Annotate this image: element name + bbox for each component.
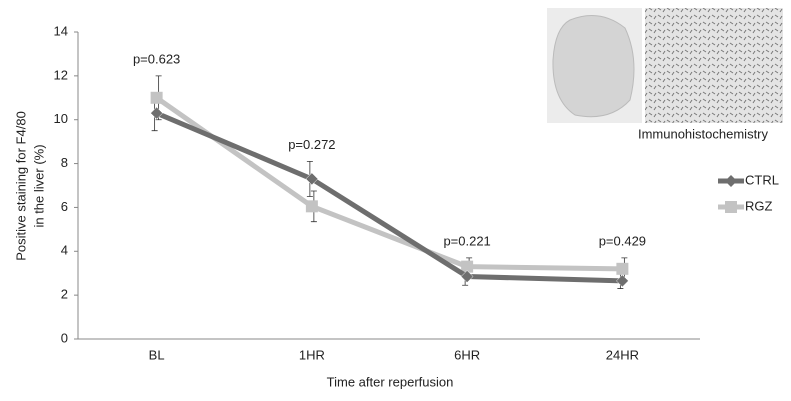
page: Immunohistochemistry Positive staining f… bbox=[0, 0, 791, 401]
y-tick-label: 14 bbox=[54, 23, 68, 38]
series-line bbox=[157, 98, 623, 269]
marker bbox=[151, 92, 163, 104]
y-tick-label: 12 bbox=[54, 67, 68, 82]
x-axis-label: Time after reperfusion bbox=[327, 374, 454, 389]
p-value-annotation: p=0.429 bbox=[599, 233, 646, 248]
y-axis-label: in the liver (%) bbox=[31, 144, 46, 227]
y-axis-label: Positive staining for F4/80 bbox=[13, 111, 28, 261]
y-tick-label: 6 bbox=[61, 199, 68, 214]
legend-marker bbox=[725, 175, 737, 187]
image-caption: Immunohistochemistry bbox=[638, 126, 769, 141]
image-panel bbox=[645, 8, 783, 123]
y-tick-label: 2 bbox=[61, 287, 68, 302]
p-value-annotation: p=0.221 bbox=[443, 233, 490, 248]
y-tick-label: 8 bbox=[61, 155, 68, 170]
x-tick-label: 6HR bbox=[454, 347, 480, 362]
x-tick-label: 1HR bbox=[299, 347, 325, 362]
p-value-annotation: p=0.272 bbox=[288, 137, 335, 152]
x-tick-label: BL bbox=[149, 347, 165, 362]
y-tick-label: 0 bbox=[61, 330, 68, 345]
marker bbox=[306, 200, 318, 212]
legend-label: CTRL bbox=[745, 172, 779, 187]
x-tick-label: 24HR bbox=[606, 347, 639, 362]
chart: Immunohistochemistry Positive staining f… bbox=[0, 0, 791, 396]
legend-marker bbox=[725, 201, 737, 213]
p-value-annotation: p=0.623 bbox=[133, 51, 180, 66]
y-tick-label: 4 bbox=[61, 243, 68, 258]
y-tick-label: 10 bbox=[54, 111, 68, 126]
marker bbox=[616, 263, 628, 275]
inset-image bbox=[547, 8, 783, 123]
marker bbox=[616, 275, 628, 287]
legend-label: RGZ bbox=[745, 198, 773, 213]
series-line bbox=[157, 113, 623, 281]
tissue-outline bbox=[553, 16, 634, 117]
